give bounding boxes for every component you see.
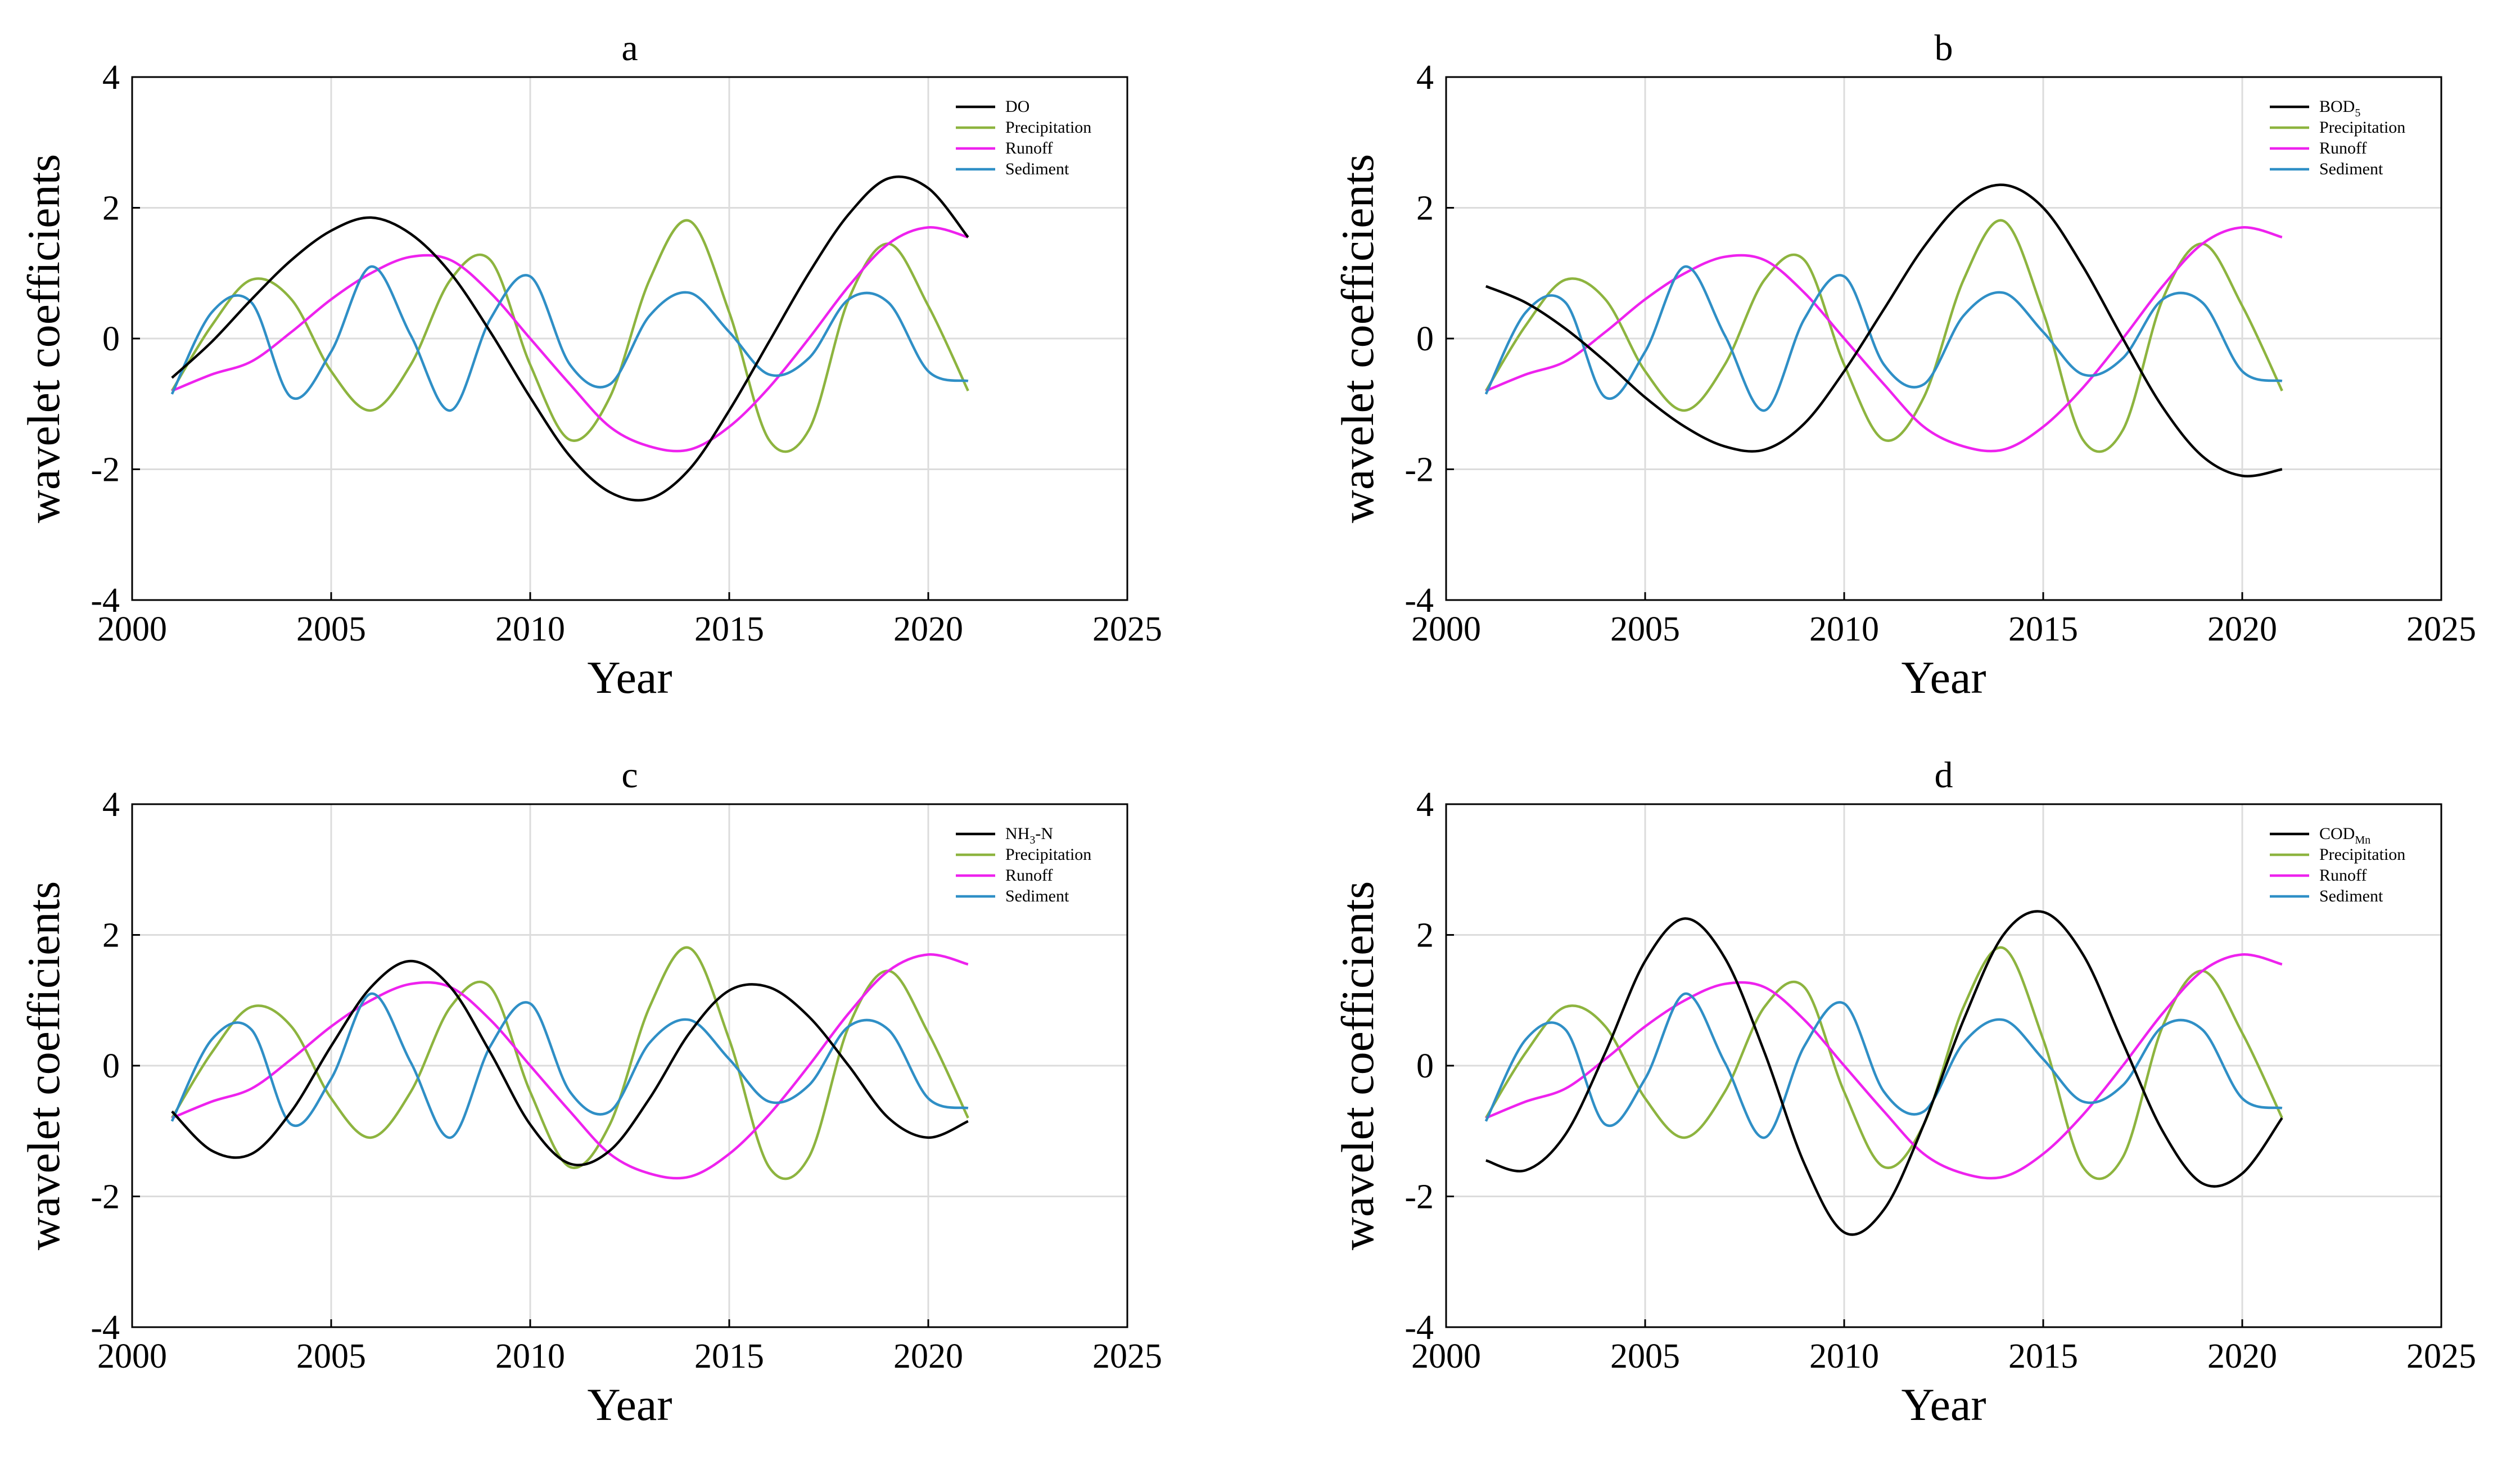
y-tick-label: 4 — [102, 786, 120, 824]
series-line-sediment — [170, 265, 969, 412]
y-tick-label: 0 — [102, 320, 120, 358]
x-tick-label: 2000 — [97, 1337, 167, 1376]
x-tick-label: 2005 — [1610, 610, 1680, 648]
x-tick-label: 2010 — [495, 610, 565, 648]
series-line-target — [1485, 910, 2283, 1236]
panel-a: 2000 2005 2010 2015 2020 2025 -4 -2 0 2 4 a Year wave… — [18, 28, 1162, 703]
panel-title: a — [621, 28, 638, 69]
y-tick-label: 2 — [102, 917, 120, 955]
x-tick-label: 2000 — [97, 610, 167, 648]
y-axis-label: wavelet coefficients — [1332, 154, 1383, 523]
x-tick-label: 2015 — [694, 1337, 764, 1376]
panel-b: 2000 2005 2010 2015 2020 2025 -4 -2 0 2 4 b Year wave… — [1332, 28, 2476, 703]
series-line-runoff — [1485, 953, 2283, 1180]
legend-label: Sediment — [1005, 887, 1069, 905]
x-tick-label: 2025 — [1092, 610, 1162, 648]
x-tick-label: 2010 — [1809, 1337, 1879, 1376]
x-tick-label: 2025 — [1092, 1337, 1162, 1376]
x-tick-label: 2005 — [296, 610, 366, 648]
y-axis-label: wavelet coefficients — [18, 881, 69, 1250]
x-tick-label: 2020 — [893, 610, 963, 648]
y-tick-label: 4 — [102, 58, 120, 97]
legend-label: Sediment — [1005, 160, 1069, 178]
series-line-precipitation — [1484, 946, 2283, 1180]
y-tick-label: 2 — [1416, 917, 1434, 955]
y-tick-label: 2 — [102, 190, 120, 228]
series-line-sediment — [170, 992, 969, 1139]
x-tick-label: 2015 — [2008, 610, 2078, 648]
series-line-target — [1485, 183, 2283, 478]
y-tick-label: -4 — [1404, 581, 1434, 620]
legend-label: Sediment — [2319, 887, 2383, 905]
x-axis-label: Year — [1901, 1379, 1986, 1430]
panel-title: c — [621, 755, 638, 796]
y-tick-label: 4 — [1416, 58, 1434, 97]
series-line-sediment — [1484, 265, 2283, 412]
series-line-target — [171, 175, 969, 502]
legend-label: Precipitation — [1005, 118, 1091, 137]
x-tick-label: 2015 — [694, 610, 764, 648]
x-tick-label: 2010 — [1809, 610, 1879, 648]
y-tick-label: -4 — [1404, 1309, 1434, 1347]
y-tick-label: 0 — [102, 1047, 120, 1085]
panel-title: d — [1935, 755, 1953, 796]
legend-label: Sediment — [2319, 160, 2383, 178]
legend-label: NH3-N — [1005, 824, 1053, 846]
series-line-precipitation — [170, 219, 969, 453]
x-axis-label: Year — [587, 652, 672, 703]
x-tick-label: 2015 — [2008, 1337, 2078, 1376]
legend-label: CODMn — [2319, 824, 2370, 846]
panel-c: 2000 2005 2010 2015 2020 2025 -4 -2 0 2 4 c Year wave… — [18, 755, 1162, 1430]
legend-label: Precipitation — [2319, 118, 2405, 137]
y-tick-label: -2 — [1404, 451, 1434, 489]
series-line-runoff — [1485, 226, 2283, 453]
y-tick-label: -2 — [91, 451, 120, 489]
y-tick-label: -4 — [91, 1309, 120, 1347]
panel-title: b — [1935, 28, 1953, 69]
panel-d: 2000 2005 2010 2015 2020 2025 -4 -2 0 2 4 d Year wave… — [1332, 755, 2476, 1430]
legend-label: DO — [1005, 97, 1029, 116]
y-tick-label: -4 — [91, 581, 120, 620]
legend-label: Precipitation — [1005, 845, 1091, 864]
y-tick-label: 4 — [1416, 786, 1434, 824]
legend-label: Runoff — [2319, 866, 2367, 885]
legend-label: Runoff — [1005, 866, 1053, 885]
series-line-runoff — [171, 953, 969, 1180]
y-tick-label: -2 — [1404, 1178, 1434, 1216]
x-tick-label: 2025 — [2406, 610, 2476, 648]
x-axis-label: Year — [587, 1379, 672, 1430]
y-tick-label: 0 — [1416, 1047, 1434, 1085]
series-line-precipitation — [170, 946, 969, 1180]
y-tick-label: 2 — [1416, 190, 1434, 228]
series-line-sediment — [1484, 992, 2283, 1139]
y-tick-label: -2 — [91, 1178, 120, 1216]
x-tick-label: 2000 — [1411, 610, 1481, 648]
series-line-runoff — [171, 226, 969, 453]
x-tick-label: 2000 — [1411, 1337, 1481, 1376]
x-tick-label: 2025 — [2406, 1337, 2476, 1376]
y-tick-label: 0 — [1416, 320, 1434, 358]
legend-label: Precipitation — [2319, 845, 2405, 864]
legend-label: BOD5 — [2319, 97, 2360, 119]
y-axis-label: wavelet coefficients — [18, 154, 69, 523]
x-tick-label: 2020 — [2207, 610, 2277, 648]
x-tick-label: 2010 — [495, 1337, 565, 1376]
x-axis-label: Year — [1901, 652, 1986, 703]
x-tick-label: 2005 — [296, 1337, 366, 1376]
x-tick-label: 2020 — [2207, 1337, 2277, 1376]
legend-label: Runoff — [2319, 139, 2367, 157]
x-tick-label: 2005 — [1610, 1337, 1680, 1376]
x-tick-label: 2020 — [893, 1337, 963, 1376]
legend-label: Runoff — [1005, 139, 1053, 157]
series-line-precipitation — [1484, 219, 2283, 453]
series-line-target — [171, 959, 969, 1167]
y-axis-label: wavelet coefficients — [1332, 881, 1383, 1250]
